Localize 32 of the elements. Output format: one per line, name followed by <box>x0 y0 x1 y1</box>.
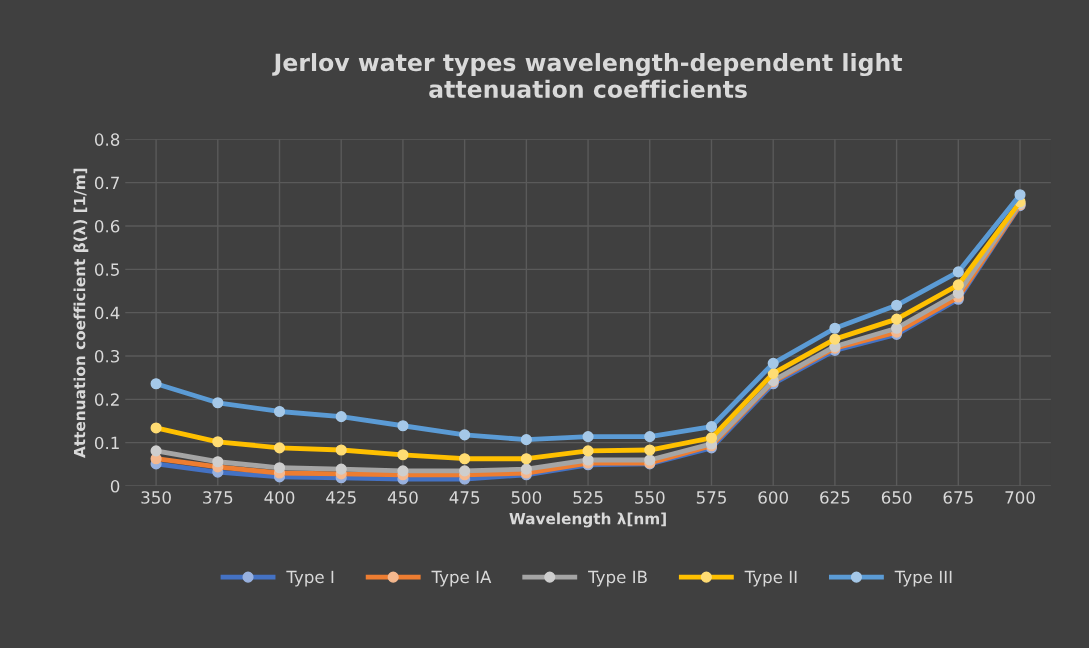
legend-label: Type IA <box>431 570 492 587</box>
x-tick-label: 375 <box>203 491 233 504</box>
x-tick-label: 525 <box>573 491 603 504</box>
x-tick-label: 675 <box>943 491 973 504</box>
y-tick-label: 0.7 <box>94 176 119 190</box>
y-tick-label: 0 <box>110 479 120 493</box>
x-tick-label: 600 <box>758 491 788 504</box>
y-tick-label: 0.6 <box>94 219 120 233</box>
x-tick-label: 650 <box>881 491 912 504</box>
x-axis-title: Wavelength λ[nm] <box>509 512 666 528</box>
legend-label: Type I <box>286 570 334 587</box>
x-tick-label: 350 <box>141 491 171 504</box>
y-tick-label: 0.3 <box>94 349 120 363</box>
y-axis-title: Attenuation coefficient β(λ) [1/m] <box>73 168 89 458</box>
x-tick-label: 700 <box>1005 491 1035 504</box>
x-tick-label: 625 <box>820 491 850 504</box>
y-tick-label: 0.4 <box>94 306 120 320</box>
x-tick-label: 425 <box>326 491 356 504</box>
x-tick-label: 450 <box>387 491 418 504</box>
x-tick-label: 475 <box>449 491 480 504</box>
legend-label: Type II <box>744 570 797 587</box>
x-tick-label: 575 <box>696 491 726 504</box>
chart-title: Jerlov water types wavelength-dependent light attenuation coefficients <box>272 53 903 98</box>
y-tick-label: 0.1 <box>94 436 119 450</box>
x-tick-label: 400 <box>264 491 295 504</box>
legend-label: Type III <box>894 570 952 587</box>
x-tick-label: 550 <box>635 491 665 504</box>
legend-label: Type IB <box>588 570 647 587</box>
y-tick-label: 0.2 <box>94 393 119 406</box>
x-tick-label: 500 <box>511 491 542 504</box>
y-tick-label: 0.8 <box>94 133 120 146</box>
y-tick-label: 0.5 <box>94 263 119 276</box>
